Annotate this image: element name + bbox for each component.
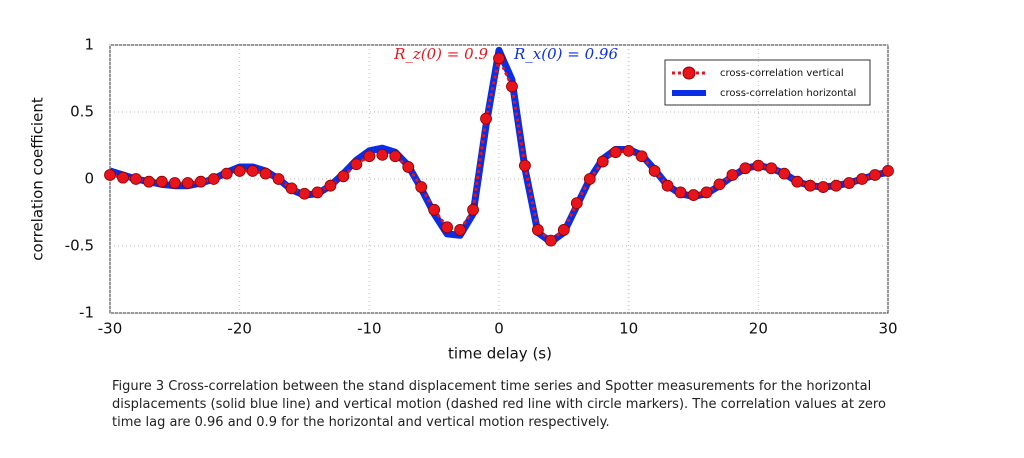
marker — [324, 179, 337, 192]
marker — [117, 171, 129, 184]
marker — [130, 173, 142, 185]
marker — [259, 167, 272, 180]
x-tick-label: 20 — [749, 320, 768, 338]
x-tick-label: -30 — [98, 320, 123, 338]
marker — [493, 52, 505, 65]
marker — [648, 165, 661, 177]
marker — [311, 186, 324, 199]
x-axis-label: time delay (s) — [448, 345, 552, 363]
legend-box — [664, 59, 871, 106]
marker — [181, 177, 194, 189]
marker — [700, 186, 713, 199]
marker — [104, 169, 116, 181]
marker — [674, 186, 687, 199]
marker — [726, 169, 739, 181]
marker — [713, 178, 726, 191]
marker — [376, 148, 389, 161]
y-tick-label: 0.5 — [70, 103, 94, 121]
marker — [506, 80, 518, 93]
marker — [804, 179, 817, 192]
marker — [583, 173, 596, 185]
x-tick-label: -20 — [227, 320, 252, 338]
marker — [246, 165, 259, 177]
marker — [622, 144, 635, 157]
marker — [350, 158, 363, 171]
marker — [194, 175, 207, 188]
y-tick-label: -1 — [79, 304, 94, 322]
marker — [843, 177, 855, 189]
marker — [739, 162, 752, 175]
marker — [635, 150, 648, 163]
marker — [233, 165, 246, 177]
marker — [882, 165, 894, 177]
marker — [830, 179, 843, 192]
marker — [570, 197, 583, 210]
x-tick-label: 30 — [878, 320, 897, 338]
y-tick-label: 0 — [84, 170, 94, 188]
legend-label: cross-correlation horizontal — [720, 88, 856, 99]
legend-label: cross-correlation vertical — [720, 68, 844, 79]
marker — [480, 112, 492, 125]
y-axis-label: correlation coefficient — [29, 97, 47, 261]
marker — [544, 234, 557, 247]
marker — [428, 203, 441, 216]
marker — [817, 181, 830, 193]
marker — [596, 155, 609, 168]
marker — [869, 169, 881, 181]
y-tick-label: 1 — [84, 36, 94, 54]
marker — [272, 173, 285, 185]
marker — [454, 224, 467, 236]
marker — [467, 203, 479, 216]
marker — [285, 182, 298, 195]
legend-marker — [682, 66, 696, 80]
marker — [557, 224, 570, 236]
marker — [155, 175, 168, 188]
marker — [337, 170, 350, 183]
marker — [765, 162, 778, 175]
annotation: R_x(0) = 0.96 — [513, 45, 618, 63]
marker — [778, 167, 791, 180]
marker — [220, 167, 233, 180]
x-tick-label: 0 — [494, 320, 504, 338]
x-tick-label: 10 — [619, 320, 638, 338]
marker — [752, 159, 765, 172]
marker — [389, 150, 402, 163]
marker — [441, 221, 454, 234]
marker — [791, 175, 804, 188]
marker — [661, 179, 674, 192]
chart: time delay (s) correlation coefficient R… — [29, 36, 898, 363]
marker — [856, 173, 868, 185]
marker — [168, 177, 181, 189]
legend: cross-correlation vertical cross-correlat… — [664, 59, 871, 106]
marker — [298, 187, 311, 200]
marker — [687, 189, 700, 201]
marker — [207, 173, 220, 185]
y-tick-label: -0.5 — [65, 237, 94, 255]
x-tick-label: -10 — [357, 320, 382, 338]
marker — [532, 224, 544, 236]
marker — [609, 146, 622, 159]
caption: Figure 3 Cross-correlation between the s… — [112, 379, 886, 430]
marker — [142, 175, 155, 188]
marker — [402, 161, 415, 173]
marker — [363, 150, 376, 163]
annotation: R_z(0) = 0.9 — [393, 45, 488, 63]
marker — [415, 181, 428, 193]
marker — [519, 159, 531, 172]
